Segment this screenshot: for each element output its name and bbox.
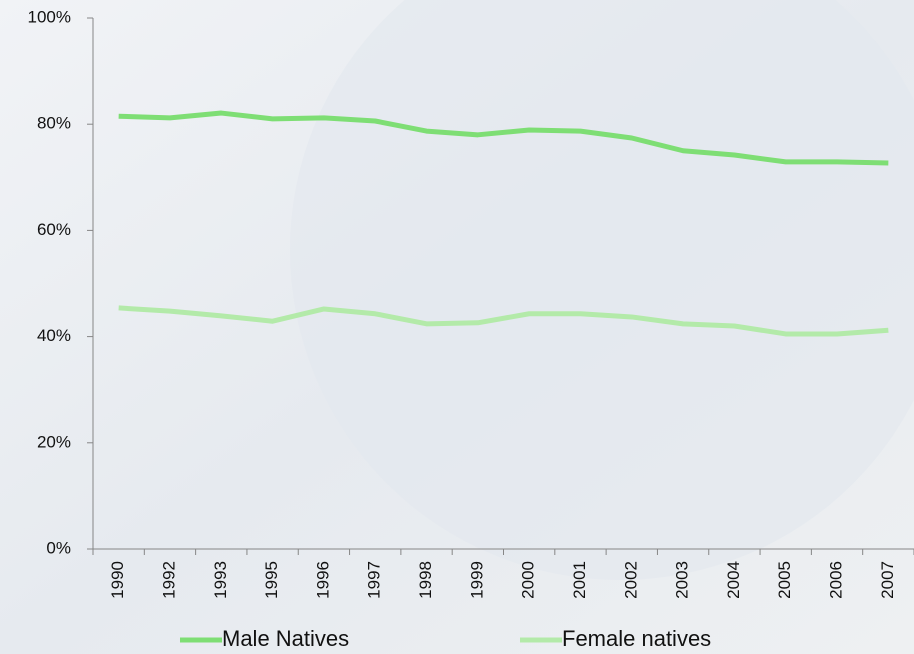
y-tick-label: 0% (46, 538, 71, 557)
legend-text: Female natives (562, 626, 711, 651)
x-tick-label: 1992 (159, 561, 178, 599)
y-tick-label: 40% (37, 326, 71, 345)
series-line (118, 305, 889, 337)
legend-text: Male Natives (222, 626, 349, 651)
series-line (118, 110, 889, 166)
x-tick-label: 2006 (827, 561, 846, 599)
x-tick-label: 1996 (313, 561, 332, 599)
x-tick-label: 1997 (365, 561, 384, 599)
y-tick-label: 60% (37, 220, 71, 239)
y-tick-label: 80% (37, 114, 71, 133)
x-tick-label: 2004 (724, 561, 743, 599)
x-tick-label: 1993 (211, 561, 230, 599)
background-globe (290, 0, 914, 580)
x-tick-label: 2000 (519, 561, 538, 599)
x-tick-label: 1990 (108, 561, 127, 599)
x-tick-label: 2003 (673, 561, 692, 599)
x-tick-label: 2005 (775, 561, 794, 599)
x-tick-label: 1999 (467, 561, 486, 599)
x-tick-label: 1998 (416, 561, 435, 599)
x-tick-label: 2001 (570, 561, 589, 599)
y-tick-label: 20% (37, 432, 71, 451)
y-tick-label: 100% (28, 7, 71, 26)
x-tick-label: 2007 (878, 561, 897, 599)
x-tick-label: 2002 (621, 561, 640, 599)
x-tick-label: 1995 (262, 561, 281, 599)
